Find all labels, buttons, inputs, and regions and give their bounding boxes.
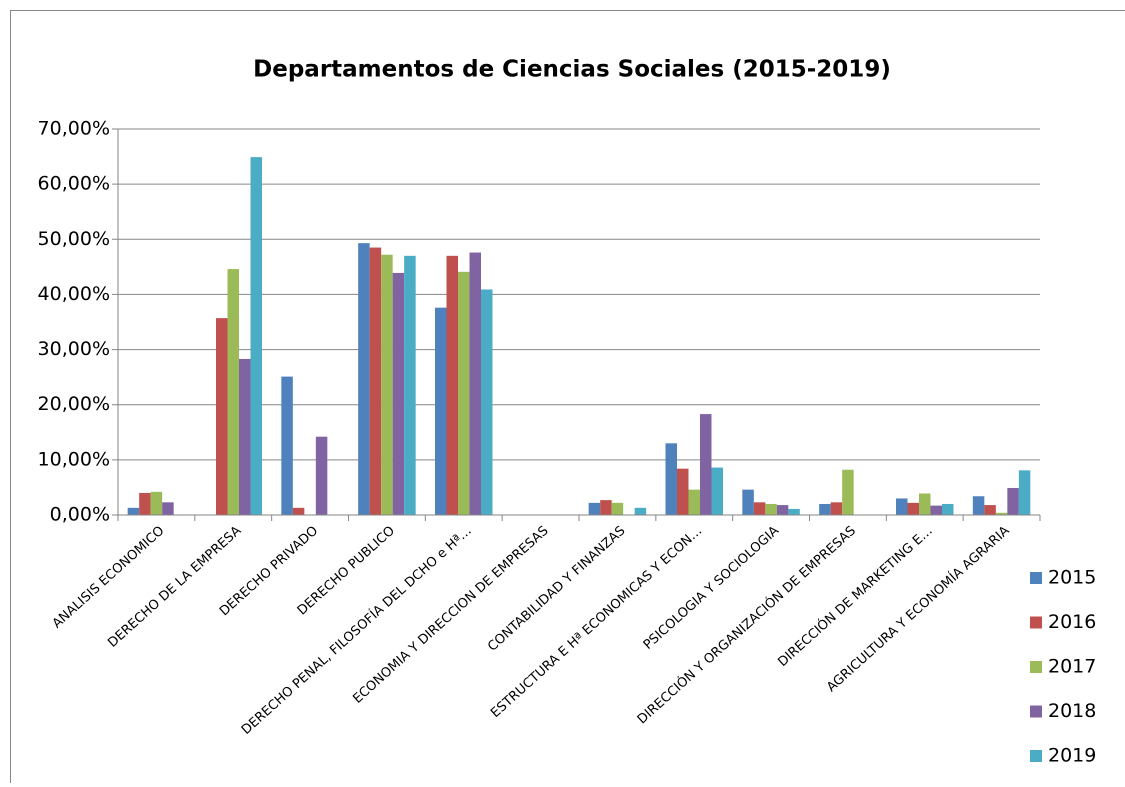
bar: [139, 493, 151, 515]
bar: [788, 509, 800, 515]
legend-label: 2017: [1048, 656, 1096, 678]
bar: [589, 503, 601, 515]
bar: [931, 506, 943, 515]
legend-label: 2015: [1048, 567, 1096, 589]
y-tick-label: 30,00%: [38, 338, 110, 360]
bar: [251, 157, 263, 515]
y-tick-label: 0,00%: [50, 504, 110, 526]
legend-label: 2018: [1048, 700, 1096, 722]
bar: [984, 505, 996, 515]
bar: [216, 318, 228, 515]
legend-swatch: [1030, 750, 1042, 762]
bar: [370, 248, 382, 515]
bar: [447, 256, 459, 515]
bar: [1007, 488, 1019, 515]
bar: [381, 255, 393, 515]
bar: [635, 508, 647, 515]
y-tick-label: 50,00%: [38, 228, 110, 250]
y-tick-label: 70,00%: [38, 118, 110, 140]
bar: [666, 443, 678, 515]
bar: [742, 490, 754, 515]
bar: [239, 359, 251, 515]
bar: [712, 468, 724, 515]
y-tick-label: 60,00%: [38, 173, 110, 195]
chart-title: Departamentos de Ciencias Sociales (2015…: [253, 57, 891, 83]
bar: [842, 470, 854, 515]
bar: [919, 493, 931, 515]
bar: [481, 289, 493, 515]
legend-swatch: [1030, 572, 1042, 584]
y-tick-label: 10,00%: [38, 448, 110, 470]
bar: [600, 500, 612, 515]
bar: [777, 505, 789, 515]
bar: [162, 502, 174, 515]
bar: [404, 256, 416, 515]
bar: [677, 469, 689, 515]
bar: [765, 504, 777, 515]
bar: [1019, 470, 1030, 515]
bar: [458, 272, 470, 515]
bar: [293, 508, 305, 515]
legend-swatch: [1030, 706, 1042, 718]
bar: [281, 377, 293, 515]
bar: [612, 503, 624, 515]
bar: [393, 273, 405, 515]
chart-border: [11, 11, 1125, 784]
bar: [151, 492, 163, 515]
bar: [316, 437, 328, 515]
legend-swatch: [1030, 661, 1042, 673]
bar: [942, 504, 954, 515]
bar: [128, 508, 139, 515]
bar: [908, 503, 920, 515]
bar: [228, 269, 240, 515]
bar: [896, 498, 908, 515]
legend-swatch: [1030, 617, 1042, 629]
bar: [435, 308, 447, 515]
bar: [973, 496, 985, 515]
bar: [700, 414, 712, 515]
bar: [754, 502, 766, 515]
legend-label: 2019: [1048, 745, 1096, 767]
bar: [689, 490, 701, 515]
y-tick-label: 20,00%: [38, 393, 110, 415]
bar: [358, 243, 370, 515]
bar: [470, 253, 482, 515]
legend-label: 2016: [1048, 611, 1096, 633]
bar: [819, 504, 831, 515]
y-tick-label: 40,00%: [38, 283, 110, 305]
bar: [831, 502, 843, 515]
